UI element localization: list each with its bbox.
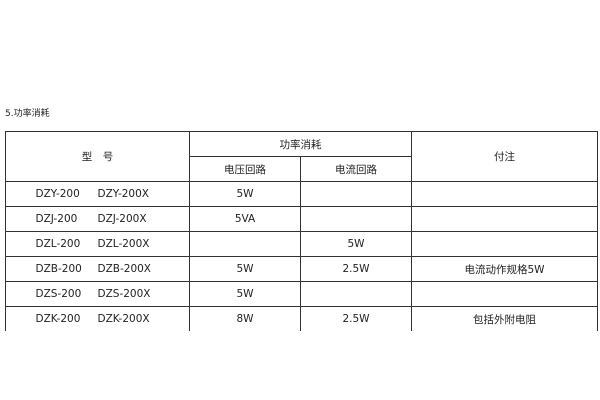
voltage-cell: 5W [189,281,301,307]
voltage-cell: 5W [189,181,301,207]
model-a: DZJ-200 [35,213,78,225]
model-a: DZY-200 [35,188,80,200]
table-row: DZK-200 DZK-200X 8W 2.5W 包括外附电阻 [5,306,598,331]
model-cell: DZS-200 DZS-200X [5,281,190,307]
model-b: DZS-200X [97,288,151,300]
model-cell: DZK-200 DZK-200X [5,306,190,331]
model-cell: DZB-200 DZB-200X [5,256,190,282]
header-voltage: 电压回路 [189,156,301,182]
table-row: DZY-200 DZY-200X 5W [5,181,598,207]
model-a: DZK-200 [35,313,81,325]
model-a: DZL-200 [35,238,81,250]
model-cell: DZJ-200 DZJ-200X [5,206,190,232]
current-cell [300,281,412,307]
section-title: 5.功率消耗 [5,109,50,119]
current-cell [300,206,412,232]
header-power: 功率消耗 [189,131,412,157]
table-row: DZS-200 DZS-200X 5W [5,281,598,307]
current-cell: 2.5W [300,256,412,282]
note-cell [411,281,598,307]
note-cell: 包括外附电阻 [411,306,598,331]
voltage-cell: 5VA [189,206,301,232]
header-current: 电流回路 [300,156,412,182]
current-cell: 2.5W [300,306,412,331]
header-model: 型 号 [5,131,190,182]
model-b: DZB-200X [97,263,152,275]
note-cell [411,206,598,232]
model-b: DZJ-200X [97,213,147,225]
table-row: DZB-200 DZB-200X 5W 2.5W 电流动作规格5W [5,256,598,282]
model-cell: DZY-200 DZY-200X [5,181,190,207]
note-cell [411,181,598,207]
table-row: DZL-200 DZL-200X 5W [5,231,598,257]
table-row: DZJ-200 DZJ-200X 5VA [5,206,598,232]
model-b: DZK-200X [97,313,150,325]
model-b: DZL-200X [97,238,150,250]
current-cell: 5W [300,231,412,257]
model-a: DZB-200 [35,263,82,275]
model-b: DZY-200X [97,188,149,200]
note-cell: 电流动作规格5W [411,256,598,282]
model-a: DZS-200 [35,288,82,300]
note-cell [411,231,598,257]
header-note: 付注 [411,131,598,182]
voltage-cell: 5W [189,256,301,282]
model-cell: DZL-200 DZL-200X [5,231,190,257]
power-consumption-table: 型 号 功率消耗 付注 电压回路 电流回路 DZY-200 DZY-200X 5W… [5,131,598,331]
current-cell [300,181,412,207]
voltage-cell: 8W [189,306,301,331]
voltage-cell [189,231,301,257]
